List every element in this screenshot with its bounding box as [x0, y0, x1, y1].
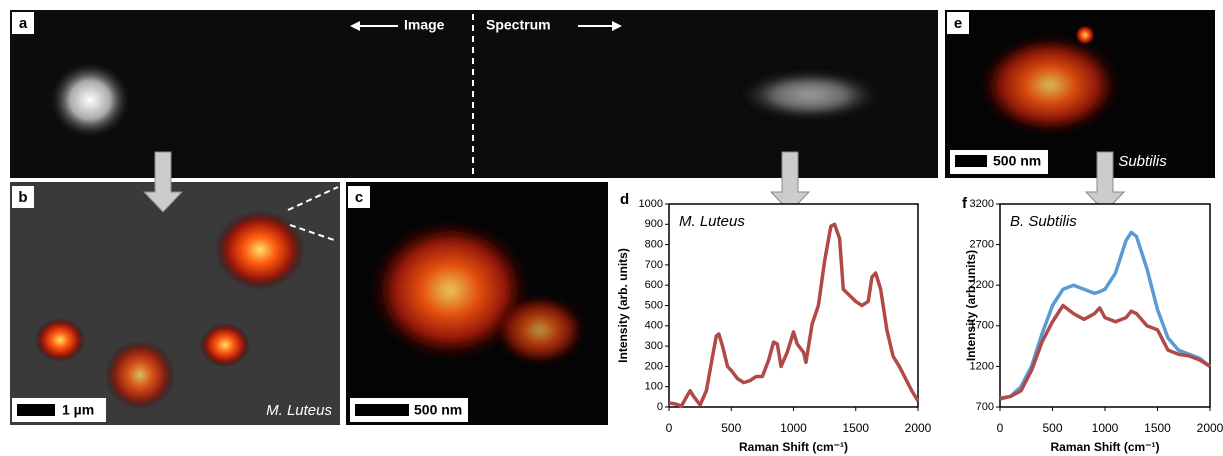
y-axis-label: Intensity (arb units): [964, 250, 978, 361]
panel-label: a: [19, 15, 28, 32]
y-tick-label: 200: [645, 360, 663, 372]
scale-text: 500 nm: [993, 153, 1041, 169]
y-tick-label: 800: [645, 239, 663, 251]
y-tick-label: 300: [645, 340, 663, 352]
panel-label: c: [355, 189, 363, 206]
y-tick-label: 1000: [639, 198, 663, 210]
cell-image: [200, 323, 250, 367]
panel-label: d: [620, 191, 629, 208]
scale-text: 500 nm: [414, 402, 462, 418]
plot-frame: [669, 204, 918, 407]
cell-image: [495, 295, 585, 365]
x-tick-label: 2000: [905, 421, 932, 435]
y-tick-label: 600: [645, 279, 663, 291]
x-tick-label: 1500: [1144, 421, 1171, 435]
figure: Image Spectrum a e 500 nm B. Subtilis b …: [0, 0, 1223, 456]
spectrum-label: Spectrum: [486, 17, 551, 33]
x-tick-label: 500: [1042, 421, 1062, 435]
scale-bar: [955, 155, 987, 167]
y-tick-label: 3200: [970, 198, 994, 210]
y-tick-label: 900: [645, 218, 663, 230]
plot-frame: [1000, 204, 1210, 407]
x-tick-label: 1500: [842, 421, 869, 435]
panel-label: b: [18, 189, 27, 206]
image-b: [10, 182, 340, 425]
y-tick-label: 700: [976, 401, 994, 413]
cell-image: [35, 318, 85, 362]
x-tick-label: 500: [721, 421, 741, 435]
hotspot: [1075, 25, 1095, 45]
panel-label: e: [954, 15, 962, 32]
y-tick-label: 500: [645, 299, 663, 311]
x-tick-label: 1000: [780, 421, 807, 435]
cell-image: [105, 340, 175, 410]
y-tick-label: 400: [645, 320, 663, 332]
x-axis-label: Raman Shift (cm⁻¹): [739, 440, 848, 454]
scale-bar: [355, 404, 409, 416]
cell-image: [980, 35, 1120, 135]
cell-image: [50, 62, 130, 138]
chart-title: M. Luteus: [679, 213, 745, 230]
y-tick-label: 100: [645, 381, 663, 393]
scale-bar: [17, 404, 55, 416]
cell-image: [215, 210, 305, 290]
x-axis-label: Raman Shift (cm⁻¹): [1050, 440, 1159, 454]
panel-label: f: [962, 195, 968, 212]
chart-title: B. Subtilis: [1010, 213, 1077, 230]
scale-text: 1 µm: [62, 402, 94, 418]
y-tick-label: 2700: [970, 239, 994, 251]
species: M. Luteus: [266, 402, 332, 419]
y-tick-label: 700: [645, 259, 663, 271]
y-axis-label: Intensity (arb. units): [616, 248, 630, 363]
x-tick-label: 0: [997, 421, 1004, 435]
x-tick-label: 1000: [1092, 421, 1119, 435]
x-tick-label: 2000: [1197, 421, 1223, 435]
image-label: Image: [404, 17, 445, 33]
spectrum-image: [740, 70, 880, 120]
x-tick-label: 0: [666, 421, 673, 435]
y-tick-label: 0: [657, 401, 663, 413]
